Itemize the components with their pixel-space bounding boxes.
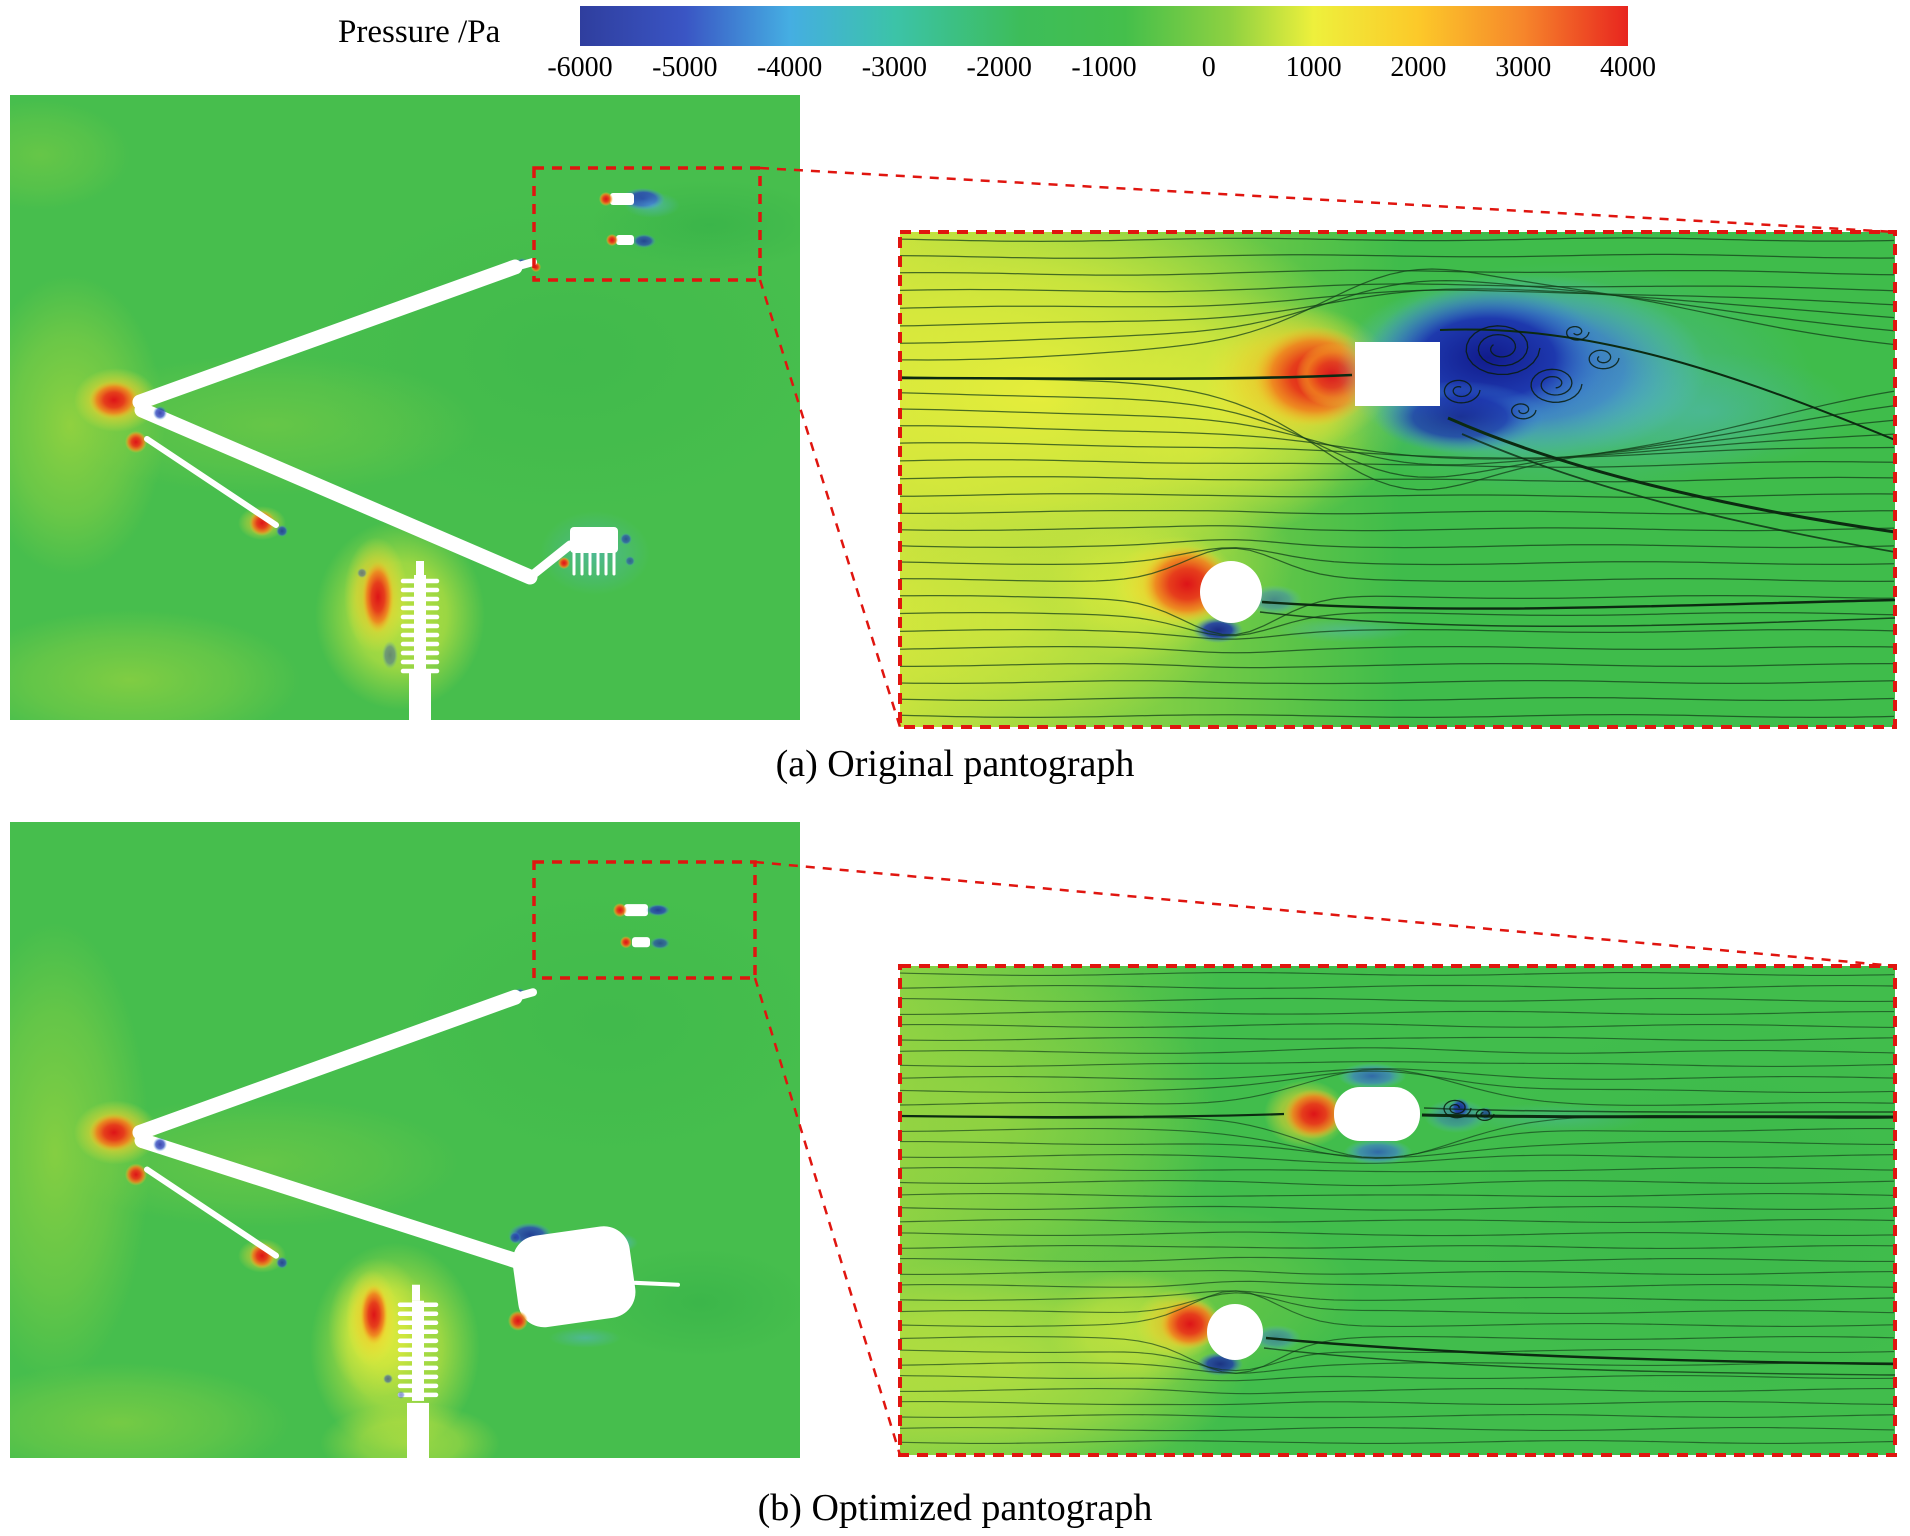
base-fairing (512, 1226, 636, 1328)
caption-b: (b) Optimized pantograph (757, 1487, 1153, 1529)
colorbar-label: Pressure /Pa (338, 14, 501, 50)
pantograph-structure (132, 193, 634, 720)
zoom-connector-top-b (754, 860, 1896, 968)
pressure-blob-layer (74, 988, 638, 1398)
colorbar-tick: 0 (1201, 52, 1216, 83)
colorbar-tick: -5000 (652, 52, 718, 83)
colorbar-tick: -1000 (1071, 52, 1137, 83)
panel-a-full-field-svg (10, 95, 800, 720)
panel-a-zoom-svg (900, 232, 1895, 727)
panel-a-full-field (10, 95, 800, 720)
lower-bar-circle (1200, 561, 1262, 623)
colorbar-gradient (580, 6, 1628, 46)
zoom-connector-top-a (759, 166, 1896, 234)
colorbar-tick: -6000 (547, 52, 613, 83)
colorbar-tick: 3000 (1495, 52, 1552, 83)
insulator-fins (400, 578, 440, 674)
panhead-rectangle (1355, 342, 1440, 406)
panel-b-zoom-detail (900, 966, 1895, 1455)
panel-b-zoom-svg (900, 966, 1895, 1455)
panel-b-full-field-svg (10, 822, 800, 1458)
insulator-fins (397, 1302, 439, 1398)
colorbar-tick: -2000 (966, 52, 1032, 83)
colorbar-tick: -3000 (861, 52, 928, 83)
panel-a-zoom-detail (900, 232, 1895, 727)
colorbar-tick: 4000 (1600, 52, 1656, 83)
colorbar-tick: 2000 (1390, 52, 1447, 83)
panel-b-full-field (10, 822, 800, 1458)
panhead-rounded (1334, 1087, 1420, 1141)
caption-a: (a) Original pantograph (775, 743, 1135, 785)
lower-bar-circle (1207, 1304, 1263, 1360)
colorbar-tick: -4000 (756, 52, 823, 83)
colorbar-ticks: -6000 -5000 -4000 -3000 -2000 -1000 0 10… (547, 52, 1656, 86)
colorbar-tick: 1000 (1285, 52, 1342, 83)
